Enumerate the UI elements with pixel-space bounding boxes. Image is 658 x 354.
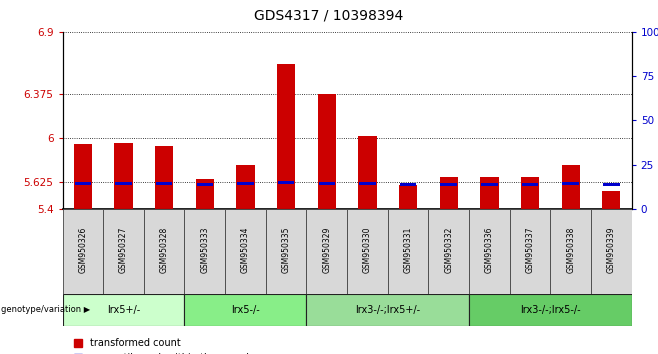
- Legend: transformed count, percentile rank within the sample: transformed count, percentile rank withi…: [74, 338, 255, 354]
- Bar: [74, 144, 92, 209]
- Bar: [195, 179, 214, 209]
- Bar: [510, 209, 550, 294]
- Bar: [428, 209, 469, 294]
- Bar: [591, 209, 632, 294]
- Bar: [347, 209, 388, 294]
- Bar: [278, 181, 294, 184]
- Bar: [400, 183, 417, 186]
- Bar: [236, 165, 255, 209]
- Bar: [481, 183, 497, 186]
- Bar: [144, 209, 184, 294]
- Bar: [440, 177, 458, 209]
- Bar: [318, 182, 335, 185]
- Bar: [74, 182, 91, 185]
- Text: GSM950334: GSM950334: [241, 227, 250, 273]
- Text: GSM950332: GSM950332: [444, 227, 453, 273]
- Bar: [399, 185, 417, 209]
- Bar: [469, 209, 510, 294]
- Bar: [359, 182, 376, 185]
- Bar: [197, 183, 213, 186]
- Text: GSM950339: GSM950339: [607, 227, 616, 273]
- Bar: [277, 64, 295, 209]
- Bar: [184, 294, 307, 326]
- Text: lrx5-/-: lrx5-/-: [231, 305, 260, 315]
- Bar: [522, 183, 538, 186]
- Bar: [225, 209, 266, 294]
- Text: GSM950333: GSM950333: [200, 227, 209, 273]
- Bar: [115, 182, 132, 185]
- Text: GSM950331: GSM950331: [403, 227, 413, 273]
- Text: lrx3-/-;lrx5-/-: lrx3-/-;lrx5-/-: [520, 305, 580, 315]
- Bar: [358, 136, 376, 209]
- Bar: [307, 209, 347, 294]
- Text: GDS4317 / 10398394: GDS4317 / 10398394: [255, 9, 403, 23]
- Bar: [469, 294, 632, 326]
- Bar: [114, 143, 133, 209]
- Bar: [440, 183, 457, 186]
- Bar: [307, 294, 469, 326]
- Bar: [63, 294, 184, 326]
- Bar: [156, 182, 172, 185]
- Text: GSM950327: GSM950327: [119, 227, 128, 273]
- Bar: [238, 182, 254, 185]
- Text: GSM950329: GSM950329: [322, 227, 331, 273]
- Text: GSM950335: GSM950335: [282, 227, 291, 273]
- Text: genotype/variation ▶: genotype/variation ▶: [1, 305, 91, 314]
- Bar: [63, 209, 103, 294]
- Text: GSM950338: GSM950338: [566, 227, 575, 273]
- Text: GSM950330: GSM950330: [363, 227, 372, 273]
- Text: GSM950328: GSM950328: [160, 227, 168, 273]
- Bar: [388, 209, 428, 294]
- Text: lrx3-/-;lrx5+/-: lrx3-/-;lrx5+/-: [355, 305, 420, 315]
- Bar: [550, 209, 591, 294]
- Text: lrx5+/-: lrx5+/-: [107, 305, 140, 315]
- Bar: [563, 182, 579, 185]
- Bar: [603, 183, 620, 186]
- Bar: [155, 146, 173, 209]
- Text: GSM950336: GSM950336: [485, 227, 494, 273]
- Bar: [602, 191, 620, 209]
- Text: GSM950337: GSM950337: [526, 227, 534, 273]
- Bar: [103, 209, 144, 294]
- Bar: [266, 209, 307, 294]
- Bar: [561, 165, 580, 209]
- Bar: [521, 177, 539, 209]
- Bar: [184, 209, 225, 294]
- Bar: [480, 177, 499, 209]
- Text: GSM950326: GSM950326: [78, 227, 88, 273]
- Bar: [318, 95, 336, 209]
